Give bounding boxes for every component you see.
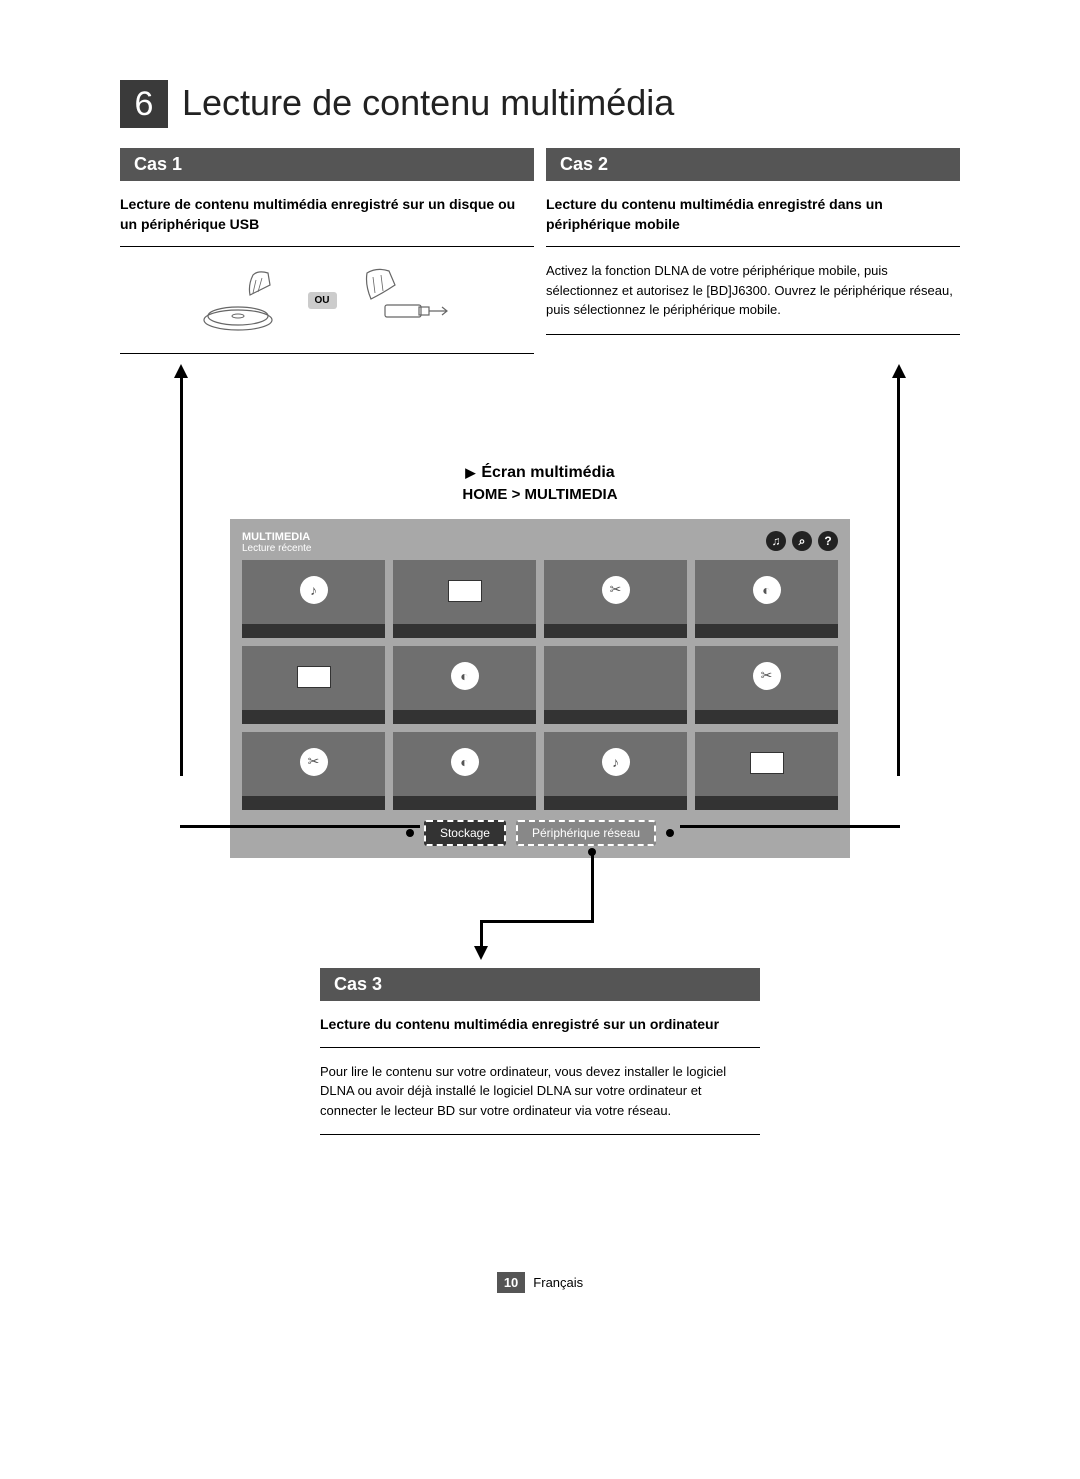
page-footer: 10 Français [120, 1275, 960, 1290]
media-thumb[interactable]: ◐ [393, 646, 536, 724]
music-icon: ♪ [602, 748, 630, 776]
media-thumb[interactable]: ✂ [242, 732, 385, 810]
media-thumb[interactable] [242, 646, 385, 724]
connector-dot [406, 829, 414, 837]
scissors-icon: ✂ [753, 662, 781, 690]
page-title: Lecture de contenu multimédia [182, 82, 674, 124]
case1-column: Cas 1 Lecture de contenu multimédia enre… [120, 148, 534, 364]
case1-subtitle: Lecture de contenu multimédia enregistré… [120, 195, 534, 234]
screen-caption-text: Écran multimédia [481, 464, 614, 481]
network-device-tab[interactable]: Périphérique réseau [516, 820, 656, 846]
mask-icon: ◐ [451, 748, 479, 776]
search-icon[interactable]: ⌕ [792, 531, 812, 551]
video-icon [448, 580, 482, 602]
arrow-line [591, 852, 594, 922]
media-thumb[interactable] [393, 560, 536, 638]
media-thumb[interactable] [695, 732, 838, 810]
video-icon [750, 752, 784, 774]
connector-line [180, 825, 420, 828]
media-thumb[interactable]: ✂ [544, 560, 687, 638]
cases-row: Cas 1 Lecture de contenu multimédia enre… [120, 148, 960, 364]
case3-header: Cas 3 [320, 968, 760, 1001]
arrow-line [480, 920, 594, 923]
connector-line [680, 825, 900, 828]
screen-path: HOME > MULTIMEDIA [120, 486, 960, 503]
media-thumb[interactable] [544, 646, 687, 724]
multimedia-screen: MULTIMEDIA Lecture récente ♫ ⌕ ? ♪ ✂ ◐ ◐… [230, 519, 850, 858]
case1-header: Cas 1 [120, 148, 534, 181]
footer-language: Français [533, 1275, 583, 1290]
usb-illustration [347, 265, 457, 335]
divider [120, 246, 534, 247]
recent-label: Lecture récente [242, 543, 312, 554]
media-thumb[interactable]: ◐ [393, 732, 536, 810]
arrow-down [474, 946, 488, 960]
multimedia-label: MULTIMEDIA [242, 531, 312, 543]
headphones-icon[interactable]: ♫ [766, 531, 786, 551]
storage-tab[interactable]: Stockage [424, 820, 506, 846]
divider [120, 353, 534, 354]
disc-illustration [198, 265, 298, 335]
case3-column: Cas 3 Lecture du contenu multimédia enre… [320, 968, 760, 1135]
screen-section: ▶ Écran multimédia HOME > MULTIMEDIA MULT… [120, 464, 960, 858]
music-icon: ♪ [300, 576, 328, 604]
page-number: 10 [497, 1272, 525, 1293]
divider [320, 1047, 760, 1048]
top-icons: ♫ ⌕ ? [766, 531, 838, 551]
or-badge: OU [308, 292, 337, 309]
thumbnail-grid: ♪ ✂ ◐ ◐ ✂ ✂ ◐ ♪ [242, 560, 838, 810]
case2-column: Cas 2 Lecture du contenu multimédia enre… [546, 148, 960, 364]
case1-illustration: OU [120, 265, 534, 335]
mask-icon: ◐ [753, 576, 781, 604]
media-thumb[interactable]: ◐ [695, 560, 838, 638]
scissors-icon: ✂ [300, 748, 328, 776]
divider [546, 334, 960, 335]
page-header: 6 Lecture de contenu multimédia [120, 80, 960, 128]
scissors-icon: ✂ [602, 576, 630, 604]
mask-icon: ◐ [451, 662, 479, 690]
case2-body: Activez la fonction DLNA de votre périph… [546, 261, 960, 320]
case2-header: Cas 2 [546, 148, 960, 181]
connector-dot [666, 829, 674, 837]
case3-body: Pour lire le contenu sur votre ordinateu… [320, 1062, 760, 1121]
case3-subtitle: Lecture du contenu multimédia enregistré… [320, 1015, 760, 1035]
help-icon[interactable]: ? [818, 531, 838, 551]
divider [546, 246, 960, 247]
screen-bottom-tabs: Stockage Périphérique réseau [242, 820, 838, 846]
divider [320, 1134, 760, 1135]
media-thumb[interactable]: ✂ [695, 646, 838, 724]
case2-subtitle: Lecture du contenu multimédia enregistré… [546, 195, 960, 234]
section-number: 6 [120, 80, 168, 128]
media-thumb[interactable]: ♪ [544, 732, 687, 810]
triangle-icon: ▶ [465, 465, 475, 480]
screen-caption: ▶ Écran multimédia [120, 464, 960, 482]
media-thumb[interactable]: ♪ [242, 560, 385, 638]
video-icon [297, 666, 331, 688]
